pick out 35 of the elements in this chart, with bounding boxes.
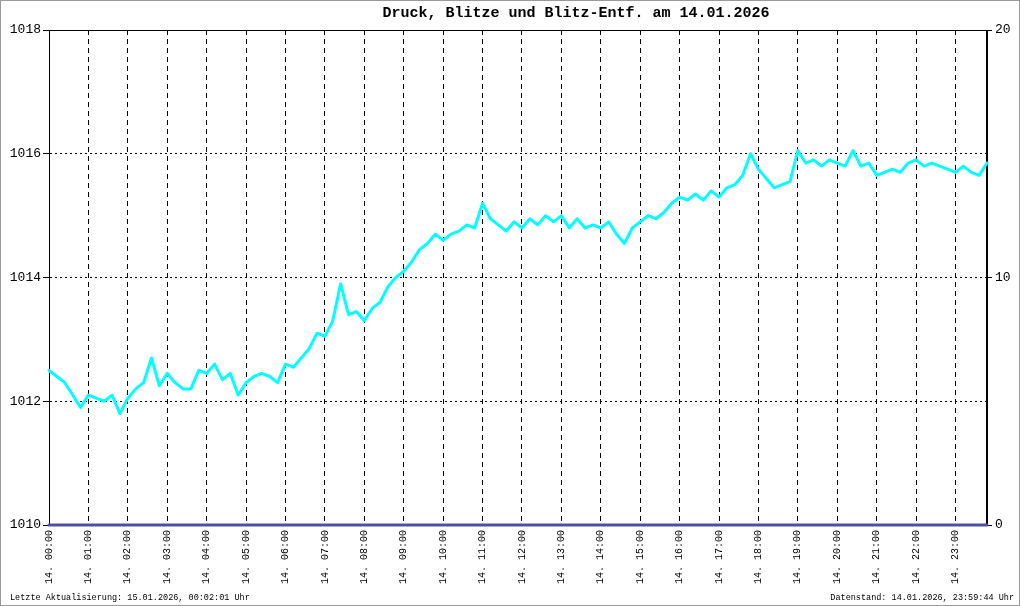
- y2-tick-label: 20: [995, 22, 1011, 38]
- x-tick-label: 14. 03:00: [161, 530, 173, 585]
- x-tick-label: 14. 12:00: [516, 530, 528, 585]
- x-tick-label: 14. 18:00: [753, 530, 765, 585]
- x-tick-label: 14. 06:00: [280, 530, 292, 585]
- y-tick-label: 1010: [9, 517, 41, 533]
- text: Letzte Aktualisierung: 15.01.2026, 00:02:01 Uhr: [10, 593, 250, 604]
- x-tick-label: 14. 22:00: [910, 530, 922, 585]
- x-tick-label: 14. 19:00: [792, 530, 804, 585]
- x-tick-label: 14. 04:00: [201, 530, 213, 585]
- chart-title: Druck, Blitze und Blitz-Entf. am 14.01.2026: [381, 5, 771, 23]
- x-tick-label: 14. 23:00: [950, 530, 962, 585]
- x-tick-label: 14. 11:00: [477, 530, 489, 585]
- y-tick-label: 1014: [9, 269, 42, 285]
- x-tick-label: 14. 17:00: [713, 530, 725, 585]
- x-tick-label: 14. 09:00: [398, 530, 410, 585]
- x-tick-label: 14. 01:00: [83, 530, 95, 585]
- x-tick-label: 14. 20:00: [831, 530, 843, 585]
- text: Datenstand: 14.01.2026, 23:59:44 Uhr: [830, 593, 1014, 604]
- y-tick-label: 1018: [9, 22, 41, 38]
- x-tick-label: 14. 05:00: [240, 530, 252, 585]
- x-tick-label: 14. 14:00: [595, 530, 607, 585]
- x-tick-label: 14. 21:00: [871, 530, 883, 585]
- x-tick-label: 14. 07:00: [319, 530, 331, 585]
- x-tick-label: 14. 16:00: [674, 530, 686, 585]
- x-tick-label: 14. 15:00: [634, 530, 646, 585]
- y-tick-label: 1016: [9, 146, 41, 162]
- y2-tick-label: 0: [995, 517, 1003, 533]
- x-tick-label: 14. 02:00: [122, 530, 134, 585]
- y-tick-label: 1012: [9, 393, 41, 409]
- x-tick-label: 14. 10:00: [437, 530, 449, 585]
- x-tick-label: 14. 08:00: [358, 530, 370, 585]
- y2-tick-label: 10: [995, 269, 1011, 285]
- x-tick-label: 14. 13:00: [555, 530, 567, 585]
- x-tick-label: 14. 00:00: [43, 530, 55, 585]
